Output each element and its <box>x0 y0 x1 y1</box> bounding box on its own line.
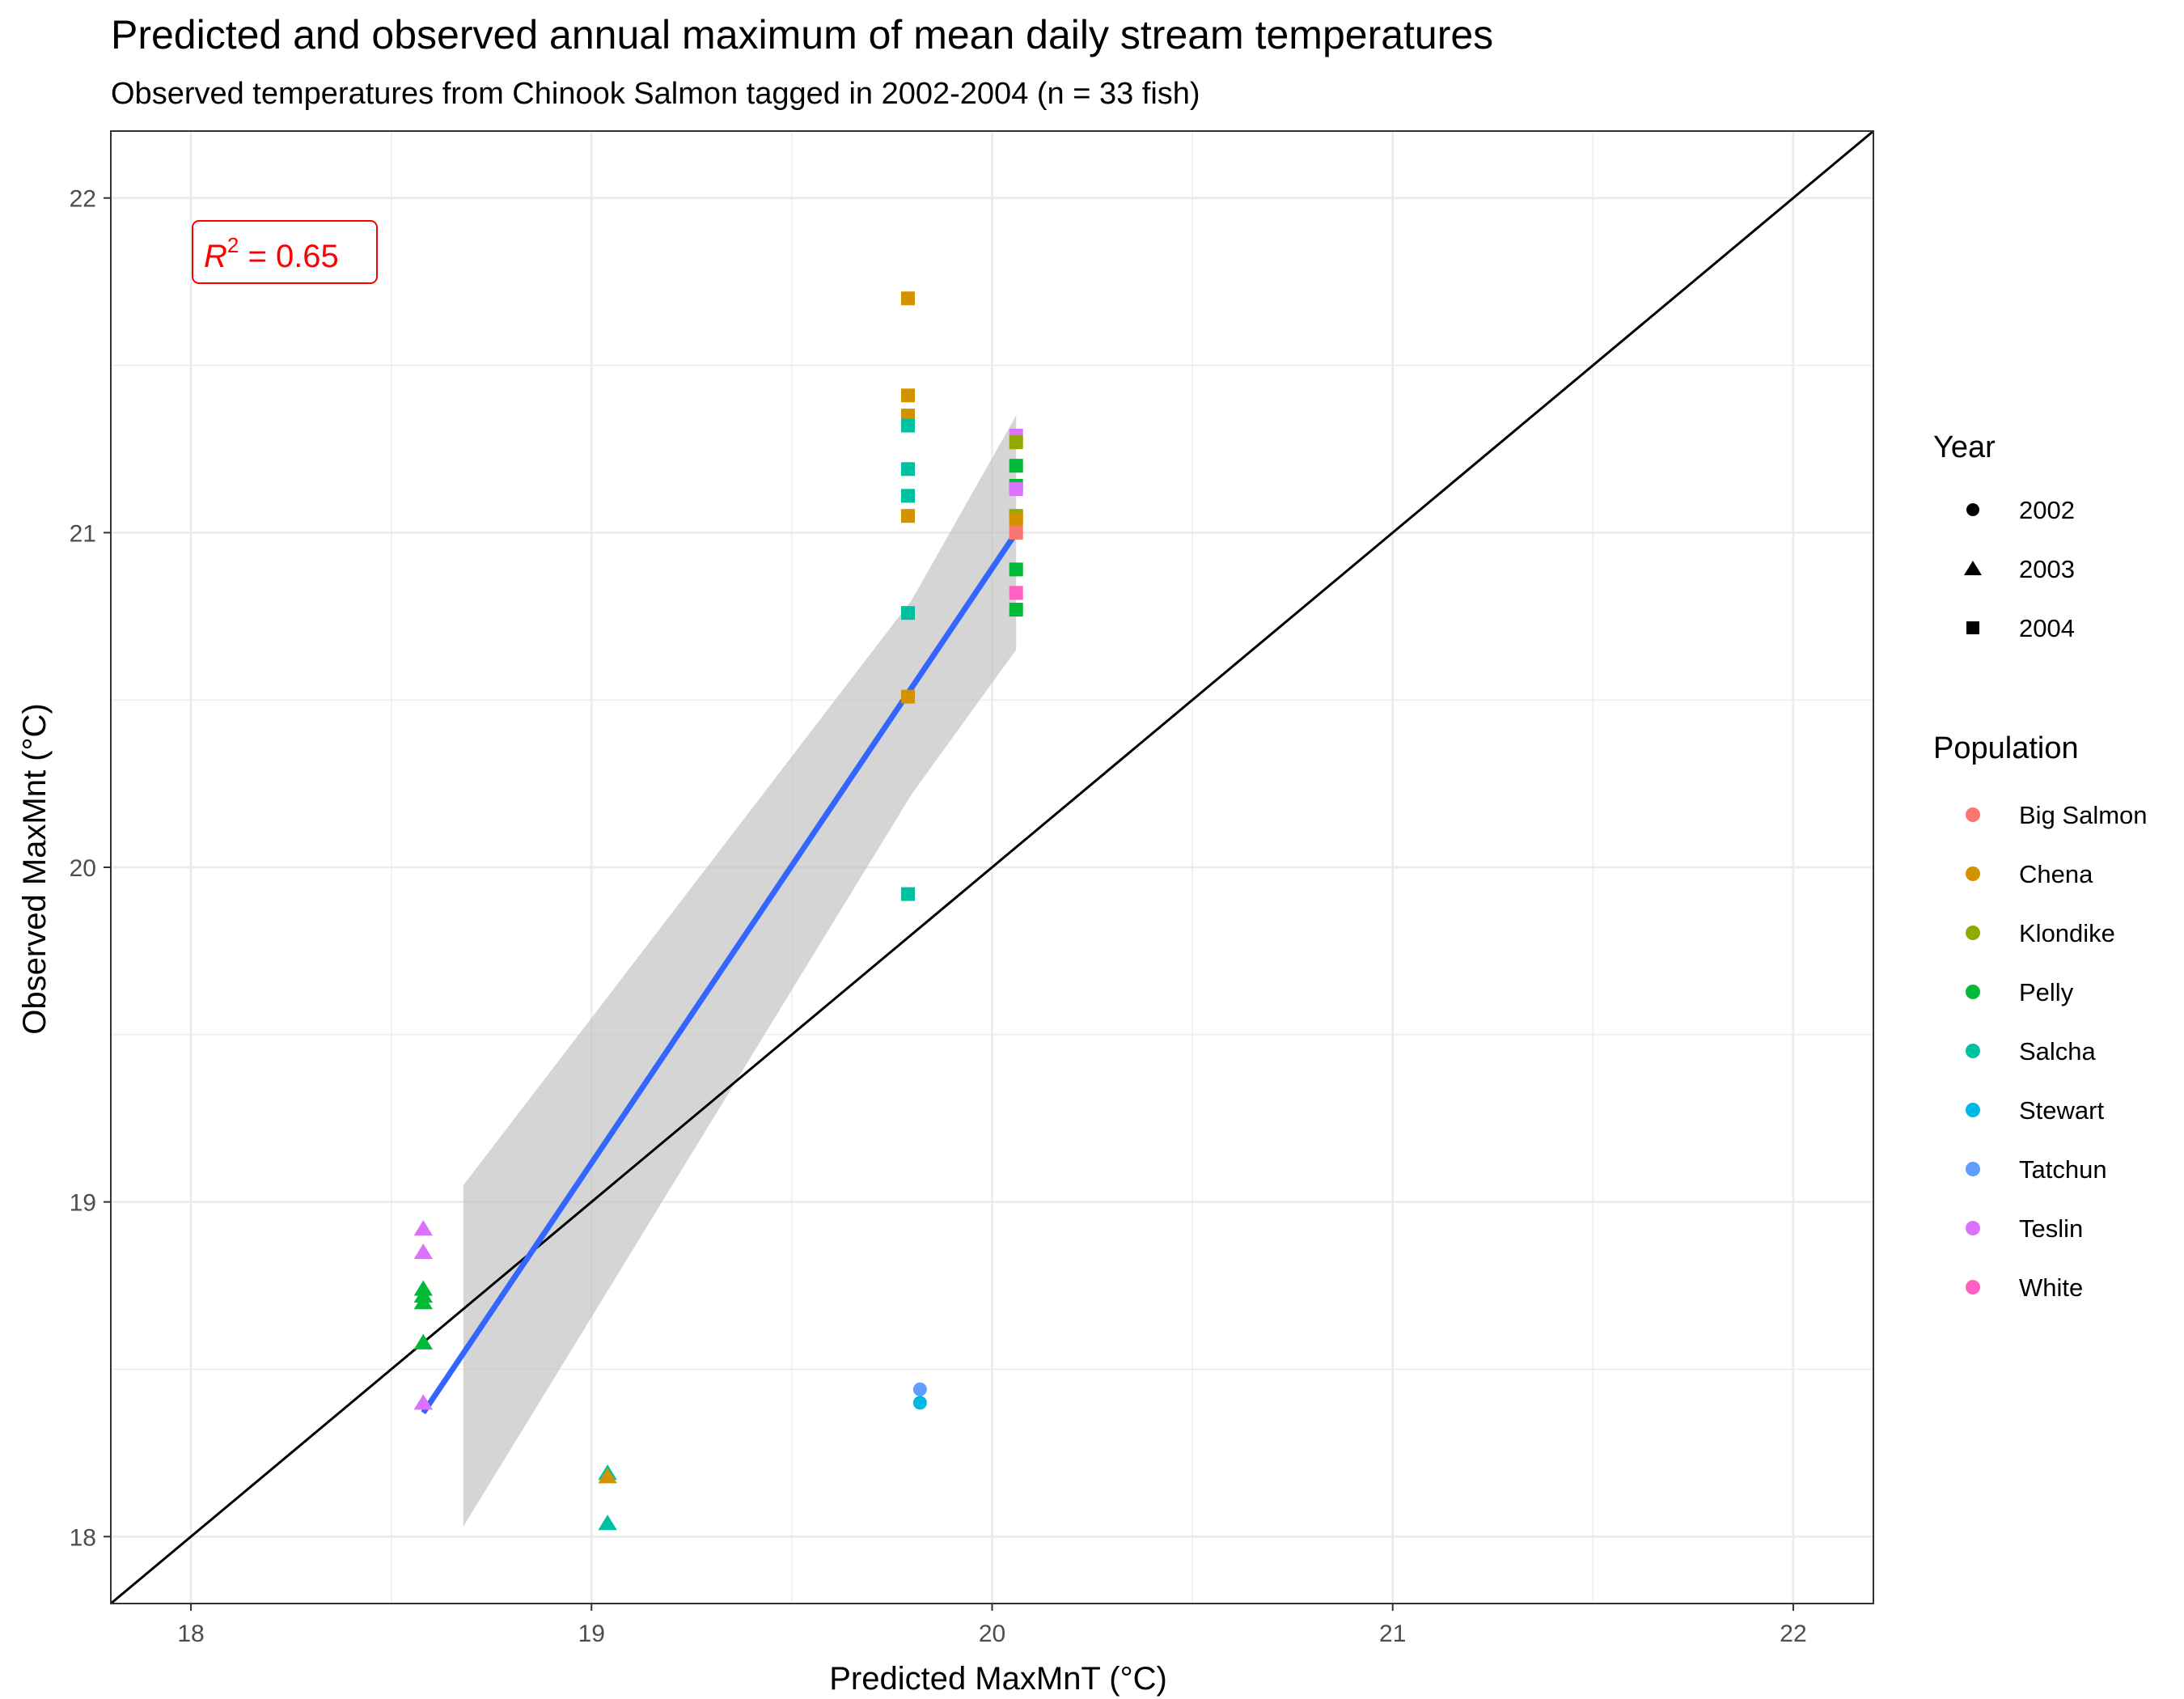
identity-line <box>110 129 1874 1605</box>
y-tick-label: 22 <box>70 186 96 213</box>
fit-line <box>421 531 1019 1415</box>
data-point <box>1009 512 1023 527</box>
r-squared-text: R2 = 0.65 <box>204 233 339 274</box>
legend-year-title: Year <box>1933 430 1996 464</box>
legend-population-key <box>1966 807 1980 822</box>
chart-subtitle: Observed temperatures from Chinook Salmo… <box>111 77 1200 111</box>
legend-population-key <box>1966 1103 1980 1117</box>
x-axis-title: Predicted MaxMnT (°C) <box>829 1661 1167 1697</box>
r-squared-annotation: R2 = 0.65 <box>192 220 378 284</box>
confidence-band-layer <box>463 415 1017 1527</box>
x-tick-label: 19 <box>578 1621 605 1647</box>
legend-year-label: 2002 <box>2019 496 2075 524</box>
legend-population-label: Chena <box>2019 860 2093 888</box>
y-tick-label: 21 <box>70 520 96 547</box>
legend-year-key <box>1966 503 1979 516</box>
data-point <box>413 1333 433 1349</box>
data-point <box>598 1468 617 1484</box>
legend-population-label: Stewart <box>2019 1096 2104 1125</box>
data-point <box>901 489 916 503</box>
data-point <box>1009 603 1023 616</box>
legend-population-key <box>1966 1162 1980 1176</box>
legend-population-key <box>1966 926 1980 940</box>
fit-line-layer <box>421 531 1019 1415</box>
legend-year-key <box>1966 621 1979 634</box>
confidence-band <box>463 415 1017 1527</box>
data-point <box>901 509 916 523</box>
data-point <box>901 418 916 433</box>
data-point <box>1009 562 1023 577</box>
legend-population-items: Big Salmon Chena Klondike Pelly Salcha Stewar… <box>1966 801 2148 1302</box>
x-tick-label: 21 <box>1379 1621 1406 1647</box>
data-point <box>1009 459 1023 473</box>
data-point <box>901 606 916 621</box>
legend-population-key <box>1966 1280 1980 1294</box>
chart-title: Predicted and observed annual maximum of… <box>111 12 1493 57</box>
data-point <box>1009 525 1023 540</box>
data-point <box>1009 586 1023 600</box>
data-point <box>413 1244 433 1260</box>
data-point <box>413 1294 433 1310</box>
data-point <box>1009 435 1023 450</box>
legend: Year 2002 2003 2004 Population Big Salmon C… <box>1933 430 2148 1302</box>
legend-population-key <box>1966 985 1980 999</box>
data-point <box>901 689 916 704</box>
data-point <box>901 462 916 477</box>
x-tick-label: 18 <box>177 1621 204 1647</box>
points-layer <box>413 291 1023 1531</box>
y-axis-title: Observed MaxMnt (°C) <box>17 703 53 1034</box>
legend-population-label: White <box>2019 1273 2083 1302</box>
data-point <box>901 887 916 901</box>
y-tick-label: 18 <box>70 1524 96 1551</box>
y-tick-label: 19 <box>70 1190 96 1217</box>
legend-population-label: Pelly <box>2019 978 2074 1006</box>
reference-line-layer <box>110 129 1874 1605</box>
legend-population-label: Salcha <box>2019 1037 2097 1066</box>
y-tick-label: 20 <box>70 855 96 882</box>
data-point <box>413 1220 433 1236</box>
legend-year-items: 2002 2003 2004 <box>1964 496 2075 642</box>
legend-year-label: 2004 <box>2019 614 2075 642</box>
legend-population-label: Teslin <box>2019 1214 2083 1243</box>
legend-population-key <box>1966 1221 1980 1235</box>
legend-year-key <box>1964 561 1982 575</box>
x-tick-label: 22 <box>1780 1621 1806 1647</box>
legend-population-label: Klondike <box>2019 919 2115 947</box>
legend-year-label: 2003 <box>2019 555 2075 583</box>
legend-population-key <box>1966 1044 1980 1058</box>
data-point <box>598 1515 617 1531</box>
data-point <box>1009 482 1023 497</box>
legend-population-key <box>1966 866 1980 881</box>
data-point <box>901 388 916 403</box>
legend-population-label: Big Salmon <box>2019 801 2148 829</box>
axis-ticks: 18 19 20 21 22 18 19 20 21 22 <box>70 186 1807 1647</box>
data-point <box>912 1382 927 1396</box>
data-point <box>912 1396 927 1410</box>
r-squared-box <box>192 220 378 284</box>
data-point <box>901 291 916 306</box>
data-point <box>413 1394 433 1410</box>
legend-population-title: Population <box>1933 731 2079 765</box>
x-tick-label: 20 <box>979 1621 1005 1647</box>
legend-population-label: Tatchun <box>2019 1155 2107 1184</box>
